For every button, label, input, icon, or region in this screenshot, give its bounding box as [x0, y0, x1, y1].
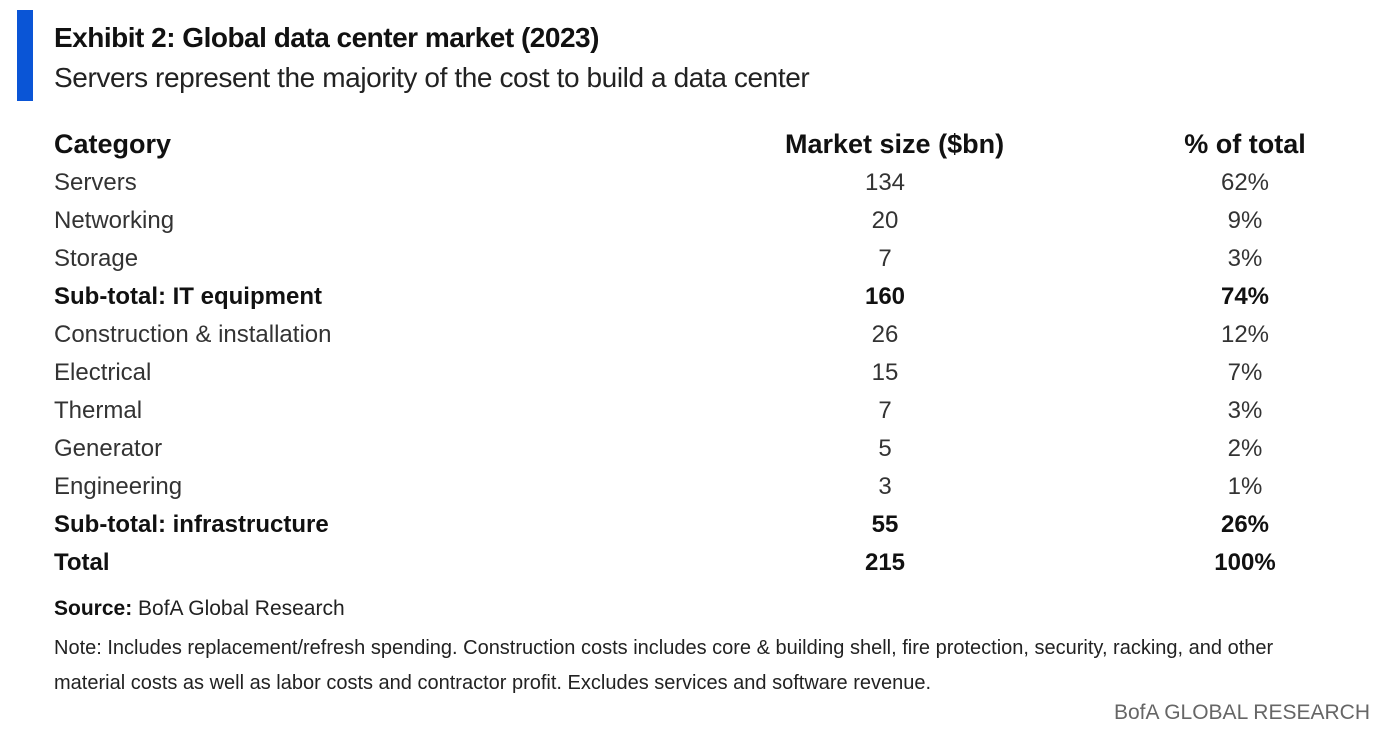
table-row: Total 215 100% [54, 544, 1354, 582]
table-row: Electrical 15 7% [54, 354, 1354, 392]
column-header: Category [54, 129, 172, 159]
note: Note: Includes replacement/refresh spend… [54, 637, 1274, 694]
table-row: Construction & installation 26 12% [54, 316, 1354, 354]
table-row: Networking 20 9% [54, 202, 1354, 240]
table-cell: 7% [1227, 359, 1263, 386]
table-row: Sub-total: infrastructure 55 26% [54, 506, 1354, 544]
table-cell: 2% [1227, 435, 1263, 462]
brand: BofA GLOBAL RESEARCH [1114, 701, 1370, 724]
table-cell: Storage [54, 245, 139, 272]
table-cell: 100% [1214, 549, 1276, 576]
table-cell: Thermal [54, 397, 143, 424]
table-cell: 5 [878, 435, 892, 462]
table-cell: 26% [1220, 511, 1270, 538]
accent-bar [17, 10, 33, 101]
table-cell: Construction & installation [54, 321, 332, 348]
table-cell: 3% [1227, 397, 1263, 424]
title: Exhibit 2: Global data center market (20… [54, 22, 599, 53]
table-cell: 62% [1220, 169, 1270, 196]
table-row: Generator 5 2% [54, 430, 1354, 468]
table-cell: 20 [871, 207, 899, 234]
table-cell: 7 [878, 397, 892, 424]
table-row: Thermal 7 3% [54, 392, 1354, 430]
table-cell: 215 [864, 549, 906, 576]
table-cell: Electrical [54, 359, 152, 386]
table-cell: Networking [54, 207, 175, 234]
header-row: Category Market size ($bn) % of total [54, 124, 1354, 164]
table-cell: 74% [1220, 283, 1270, 310]
table-row: Servers 134 62% [54, 164, 1354, 202]
table-cell: Total [54, 549, 110, 576]
table-cell: 3% [1227, 245, 1263, 272]
table-cell: 7 [878, 245, 892, 272]
table-row: Sub-total: IT equipment 160 74% [54, 278, 1354, 316]
source-label: Source: [54, 597, 133, 620]
table-cell: Generator [54, 435, 163, 462]
column-header: % of total [1184, 129, 1306, 159]
table-cell: 26 [871, 321, 899, 348]
table-cell: 55 [871, 511, 899, 538]
table-row: Engineering 3 1% [54, 468, 1354, 506]
table-cell: 15 [871, 359, 899, 386]
table-cell: 12% [1220, 321, 1270, 348]
source: Source: BofA Global Research [54, 597, 345, 621]
table-cell: 9% [1227, 207, 1263, 234]
table-cell: Sub-total: infrastructure [54, 511, 329, 538]
table-cell: 134 [864, 169, 906, 196]
table-cell: Sub-total: IT equipment [54, 283, 322, 310]
subtitle: Servers represent the majority of the co… [54, 62, 810, 93]
source-text: BofA Global Research [138, 597, 345, 620]
table-cell: Engineering [54, 473, 183, 500]
table-row: Storage 7 3% [54, 240, 1354, 278]
table-cell: 1% [1227, 473, 1263, 500]
column-header: Market size ($bn) [785, 129, 1005, 159]
table-cell: Servers [54, 169, 137, 196]
table-cell: 3 [878, 473, 892, 500]
table-cell: 160 [864, 283, 906, 310]
table: Category Market size ($bn) % of total Se… [54, 124, 1354, 582]
